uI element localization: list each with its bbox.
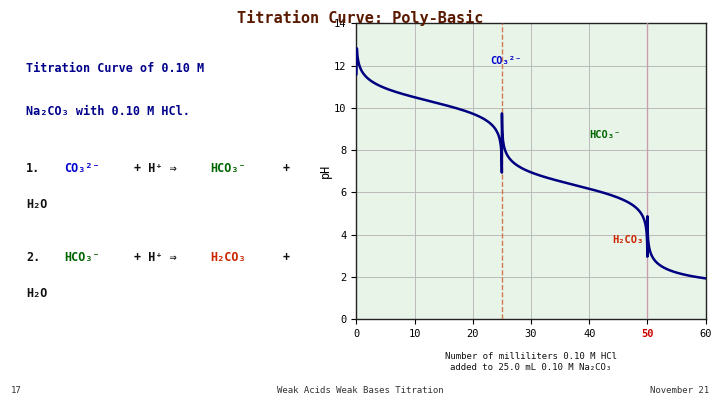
Text: H₂CO₃: H₂CO₃: [613, 235, 644, 245]
Text: 17: 17: [11, 386, 22, 395]
Text: Number of milliliters 0.10 M HCl
added to 25.0 mL 0.10 M Na₂CO₃: Number of milliliters 0.10 M HCl added t…: [445, 352, 617, 372]
Text: Na₂CO₃ with 0.10 M HCl.: Na₂CO₃ with 0.10 M HCl.: [26, 105, 190, 118]
Text: +: +: [283, 162, 290, 175]
Text: H₂CO₃: H₂CO₃: [210, 252, 246, 264]
Text: +: +: [283, 252, 290, 264]
Text: 2.: 2.: [26, 252, 40, 264]
Text: Titration Curve: Poly-Basic: Titration Curve: Poly-Basic: [237, 10, 483, 26]
Text: HCO₃⁻: HCO₃⁻: [589, 130, 621, 140]
Text: HCO₃⁻: HCO₃⁻: [210, 162, 246, 175]
Text: CO₃²⁻: CO₃²⁻: [490, 55, 521, 66]
Text: + H⁺ ⇒: + H⁺ ⇒: [134, 162, 176, 175]
Y-axis label: pH: pH: [318, 164, 331, 179]
Text: Titration Curve of 0.10 M: Titration Curve of 0.10 M: [26, 62, 204, 75]
Text: H₂O: H₂O: [26, 287, 48, 300]
Text: November 21: November 21: [650, 386, 709, 395]
Text: HCO₃⁻: HCO₃⁻: [64, 252, 100, 264]
Text: H₂O: H₂O: [26, 198, 48, 211]
Text: CO₃²⁻: CO₃²⁻: [64, 162, 100, 175]
Text: + H⁺ ⇒: + H⁺ ⇒: [134, 252, 176, 264]
Text: 1.: 1.: [26, 162, 40, 175]
Text: Weak Acids Weak Bases Titration: Weak Acids Weak Bases Titration: [276, 386, 444, 395]
